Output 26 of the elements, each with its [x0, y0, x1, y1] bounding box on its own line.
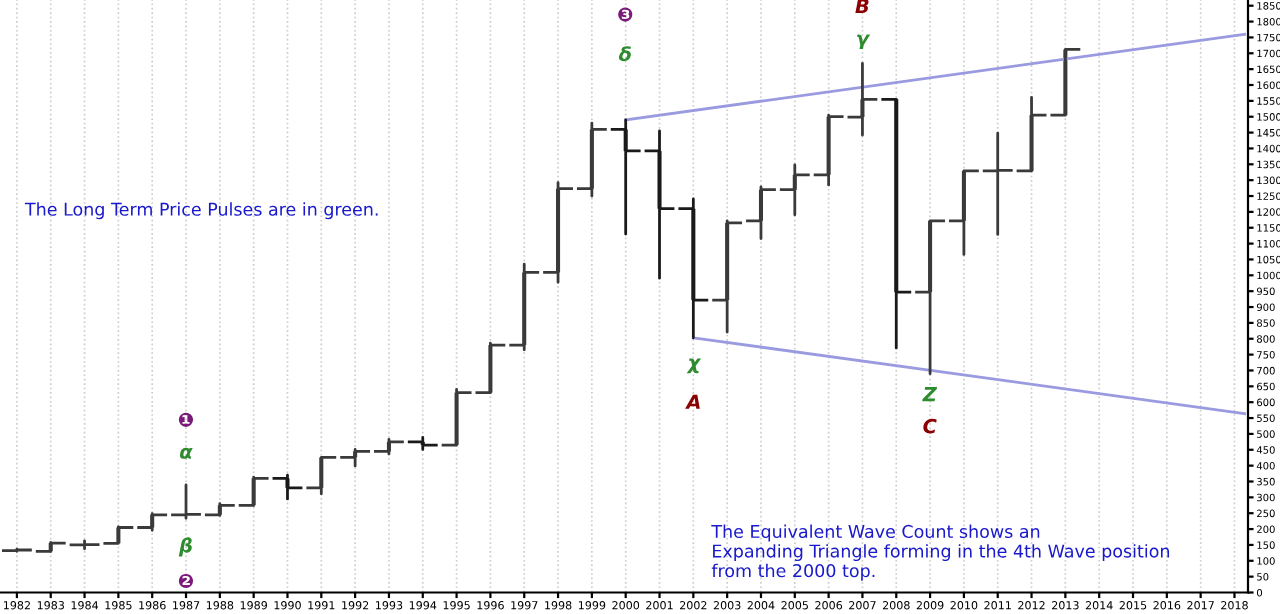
- annotation: The Long Term Price Pulses are in green.: [24, 202, 378, 220]
- annotation: ❷: [178, 573, 194, 589]
- annotation: γ: [857, 34, 871, 50]
- candlestick: [847, 62, 878, 137]
- candlestick: [509, 262, 540, 352]
- candlestick: [407, 436, 438, 451]
- candlestick: [272, 473, 303, 501]
- candlestick: [171, 483, 201, 520]
- annotation: δ: [618, 46, 631, 62]
- annotation: C: [923, 418, 937, 434]
- candlestick: [543, 181, 573, 284]
- candlestick: [69, 539, 100, 551]
- candlestick: [644, 129, 675, 280]
- candlestick: [779, 163, 810, 217]
- candlestick: [576, 121, 607, 198]
- annotation: Z: [922, 386, 938, 402]
- annotation: ❸: [618, 7, 633, 22]
- candlestick: [982, 131, 1013, 236]
- annotation: β: [178, 537, 192, 557]
- annotation: ❶: [178, 412, 194, 427]
- annotation: α: [180, 447, 193, 459]
- annotation: The Equivalent Wave Count shows an Expanding Triangle forming in the 4th Wave position from the 2000 top.: [711, 524, 1170, 581]
- candlestick: [678, 197, 709, 340]
- candlestick: [610, 118, 641, 236]
- annotation: A: [685, 394, 700, 409]
- annotation: χ: [686, 358, 702, 374]
